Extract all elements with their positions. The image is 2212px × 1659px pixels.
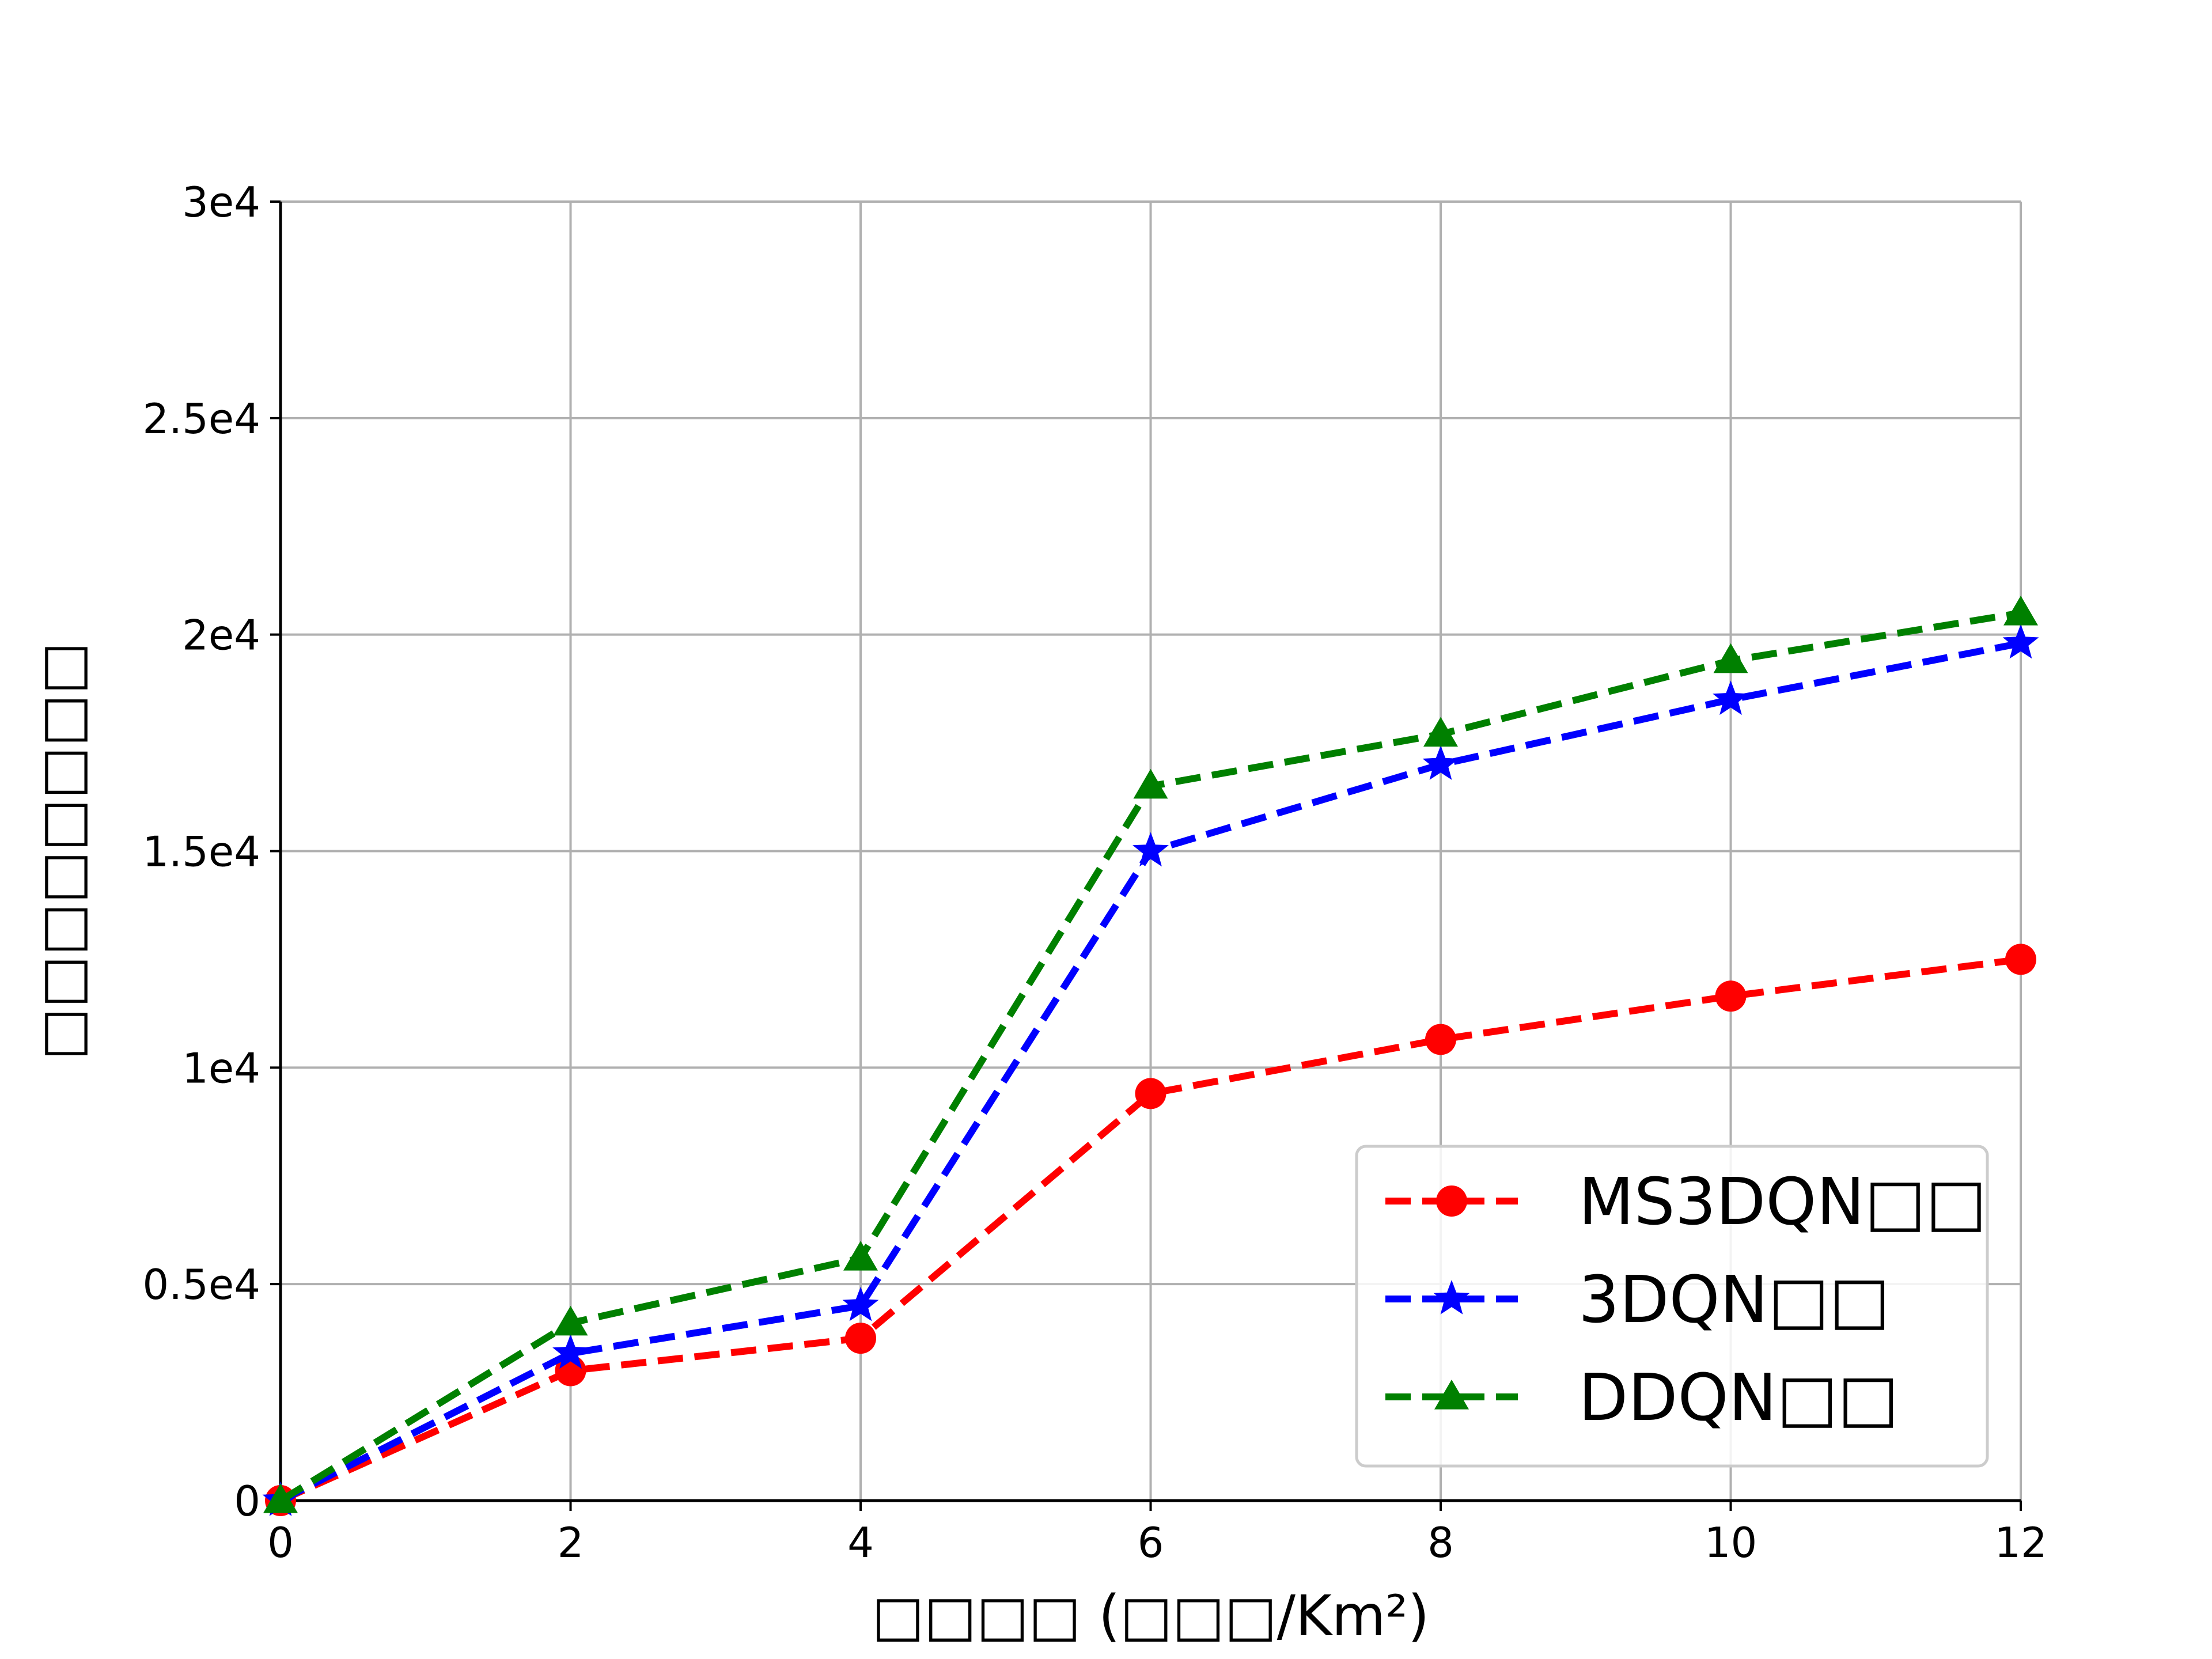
legend-label: MS3DQN□□ [1578, 1165, 1987, 1240]
legend-marker [1436, 1185, 1467, 1217]
x-tick-label: 4 [847, 1518, 874, 1567]
x-tick-label: 10 [1705, 1518, 1758, 1567]
y-tick-label: 0.5e4 [142, 1260, 260, 1309]
y-tick-label: 3e4 [182, 178, 260, 226]
series-lines [262, 596, 2039, 1516]
data-point [1713, 680, 1749, 715]
legend-marker [1433, 1280, 1470, 1315]
data-point [1422, 745, 1459, 780]
y-tick-label: 1.5e4 [142, 828, 260, 876]
x-tick-label: 2 [558, 1518, 584, 1567]
x-axis-title: □□□□ (□□□/Km²) [872, 1584, 1430, 1648]
data-point [552, 1334, 589, 1369]
legend-entry: DDQN□□ [1385, 1361, 1899, 1435]
tick-labels: 0 2 4 6 8 10 12 0 0.5e4 1e4 1.5e4 2e4 2.5e4 3e4 [142, 178, 2047, 1567]
data-point [263, 1483, 298, 1513]
legend-frame [1355, 1145, 1989, 1468]
legend-marker [1434, 1380, 1469, 1410]
y-tick-label: 1e4 [182, 1044, 260, 1092]
data-point [1715, 980, 1747, 1012]
y-tick-label: 2.5e4 [142, 395, 260, 443]
y-tick-label: 2e4 [182, 611, 260, 660]
data-point [2002, 624, 2039, 659]
data-point [842, 1286, 879, 1321]
x-tick-label: 6 [1138, 1518, 1164, 1567]
legend-entry: MS3DQN□□ [1385, 1165, 1987, 1240]
data-point [1423, 717, 1458, 747]
data-point [1135, 1078, 1166, 1109]
series-triangle [263, 596, 2038, 1513]
legend-label: DDQN□□ [1578, 1361, 1899, 1435]
y-axis-title: □□□□□□□□ [29, 642, 94, 1060]
x-tick-label: 8 [1427, 1518, 1454, 1567]
legend: MS3DQN□□ 3DQN□□ DDQN□□ [1355, 1145, 1989, 1468]
data-point [1713, 643, 1748, 673]
data-point [843, 1241, 878, 1271]
data-point [845, 1323, 876, 1354]
data-point [553, 1305, 588, 1336]
data-point [1133, 768, 1168, 799]
x-tick-label: 0 [267, 1518, 294, 1567]
data-point [1425, 1024, 1456, 1055]
y-tick-label: 0 [234, 1477, 260, 1525]
legend-label: 3DQN□□ [1578, 1263, 1890, 1338]
data-point [2003, 596, 2038, 626]
legend-entry: 3DQN□□ [1385, 1263, 1890, 1338]
data-point [2005, 944, 2036, 975]
data-point [1132, 832, 1169, 867]
x-tick-label: 12 [1994, 1518, 2047, 1567]
